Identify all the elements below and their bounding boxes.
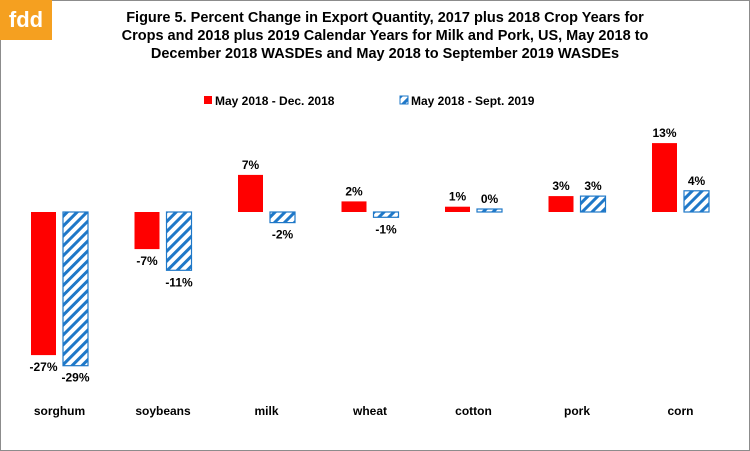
- bar-milk-series-1: [238, 174, 263, 212]
- data-label-cotton-series-2: 0%: [481, 192, 499, 206]
- bar-sorghum-series-1: [31, 212, 56, 356]
- bar-corn-series-1: [652, 143, 677, 212]
- data-label-milk-series-2: -2%: [272, 228, 294, 242]
- bar-corn-series-2: [683, 190, 710, 213]
- legend-label-series-2: May 2018 - Sept. 2019: [411, 94, 535, 108]
- title-line-3: December 2018 WASDEs and May 2018 to Sep…: [150, 46, 620, 62]
- bar-milk-series-2: [269, 211, 296, 224]
- data-label-sorghum-series-1: -27%: [29, 360, 57, 374]
- data-label-cotton-series-1: 1%: [449, 190, 467, 204]
- chart-bars: -27% -29% -7% -11% 7% -2% 2% -1% 1% 0% 3% 3% 13% 4%: [29, 126, 710, 385]
- data-label-corn-series-1: 13%: [652, 126, 676, 140]
- data-label-wheat-series-2: -1%: [375, 222, 397, 236]
- category-label-wheat: wheat: [352, 404, 387, 418]
- category-label-soybeans: soybeans: [135, 404, 191, 418]
- bar-soybeans-series-2: [165, 211, 193, 271]
- data-label-soybeans-series-1: -7%: [136, 254, 158, 268]
- category-labels: sorghum soybeans milk wheat cotton pork corn: [34, 404, 694, 418]
- bar-soybeans-series-1: [134, 212, 160, 250]
- bar-wheat-series-1: [341, 201, 367, 212]
- data-label-corn-series-2: 4%: [688, 174, 706, 188]
- data-label-pork-series-1: 3%: [552, 179, 570, 193]
- category-label-pork: pork: [564, 404, 590, 418]
- title-line-1: Figure 5. Percent Change in Export Quant…: [126, 10, 644, 26]
- data-label-pork-series-2: 3%: [584, 179, 602, 193]
- chart-title: Figure 5. Percent Change in Export Quant…: [60, 9, 710, 63]
- legend-swatch-series-1: [204, 96, 212, 104]
- legend-label-series-1: May 2018 - Dec. 2018: [215, 94, 335, 108]
- bar-pork-series-1: [548, 196, 574, 212]
- category-label-corn: corn: [667, 404, 693, 418]
- data-label-soybeans-series-2: -11%: [165, 275, 193, 289]
- legend-swatch-series-2: [399, 95, 409, 105]
- bar-cotton-series-2: [476, 208, 503, 213]
- category-label-milk: milk: [254, 404, 278, 418]
- logo-text: fdd: [8, 7, 44, 32]
- chart-legend: May 2018 - Dec. 2018 May 2018 - Sept. 201…: [204, 94, 535, 108]
- data-label-wheat-series-1: 2%: [345, 184, 363, 198]
- category-label-cotton: cotton: [455, 404, 492, 418]
- data-label-milk-series-1: 7%: [242, 158, 260, 172]
- bar-cotton-series-1: [445, 206, 470, 212]
- fdd-logo: fdd: [0, 0, 52, 40]
- category-label-sorghum: sorghum: [34, 404, 85, 418]
- data-label-sorghum-series-2: -29%: [61, 371, 89, 385]
- bar-wheat-series-2: [372, 211, 400, 218]
- bar-pork-series-2: [579, 195, 607, 213]
- title-line-2: Crops and 2018 plus 2019 Calendar Years …: [121, 28, 649, 44]
- bar-sorghum-series-2: [62, 211, 89, 367]
